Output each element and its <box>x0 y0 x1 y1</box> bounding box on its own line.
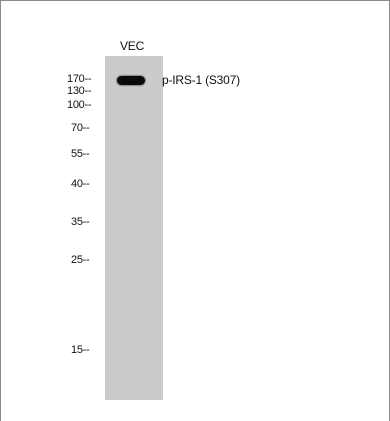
band-label: p-IRS-1 (S307) <box>162 73 240 87</box>
lane-label: VEC <box>120 39 144 53</box>
marker-40: 40-- <box>71 179 89 190</box>
marker-35: 35-- <box>71 217 89 228</box>
marker-25: 25-- <box>71 255 89 266</box>
marker-70: 70-- <box>71 123 89 134</box>
marker-100: 100-- <box>67 100 91 111</box>
protein-band <box>117 76 145 85</box>
marker-55: 55-- <box>71 149 89 160</box>
marker-130: 130-- <box>67 86 91 97</box>
gel-lane <box>105 56 163 400</box>
marker-170: 170-- <box>67 74 91 85</box>
marker-15: 15-- <box>71 345 89 356</box>
